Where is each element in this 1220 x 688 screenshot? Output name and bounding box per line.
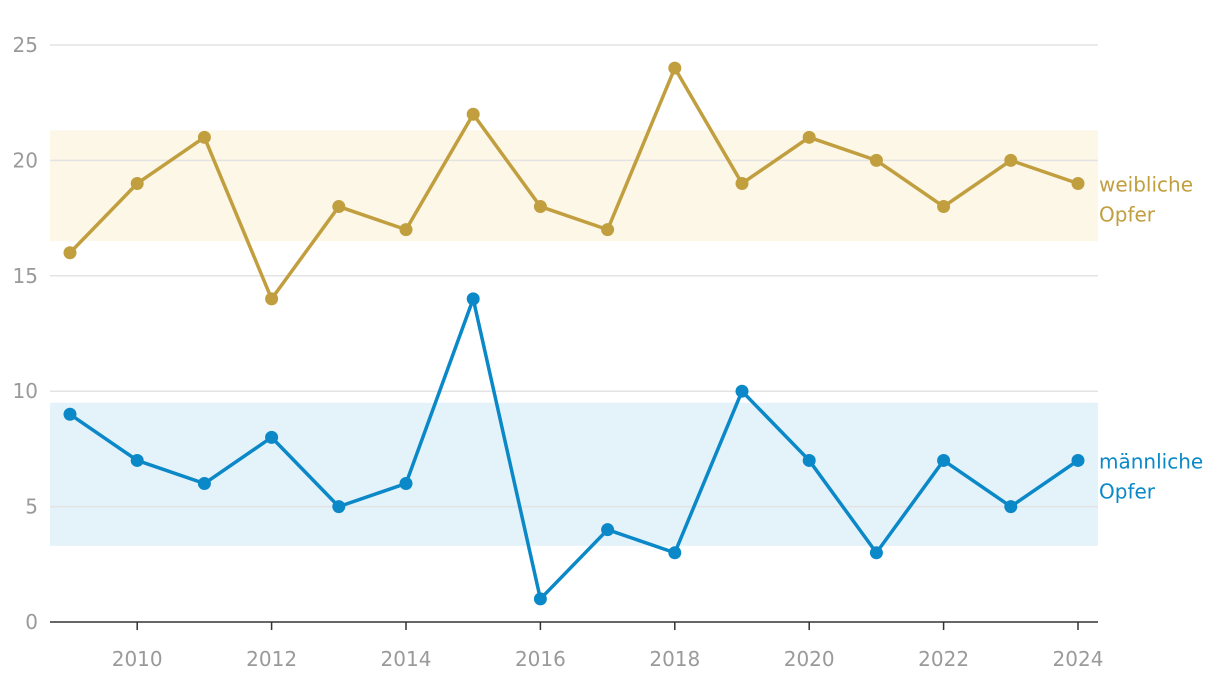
series-1-point [399, 223, 413, 237]
series-2-point [601, 523, 615, 537]
y-tick-label: 25 [13, 33, 38, 57]
series-1-point [130, 176, 144, 190]
series-1-point [869, 153, 883, 167]
series-label-line: männliche [1099, 449, 1203, 473]
x-tick-label: 2016 [515, 647, 566, 671]
series-1-point [197, 130, 211, 144]
series-1-point [668, 61, 682, 75]
y-tick-label: 5 [25, 495, 38, 519]
series-labels: weibliche Opfer männliche Opfer [1099, 172, 1203, 503]
x-tick-label: 2022 [918, 647, 969, 671]
gridlines [50, 44, 1098, 508]
series-1-point [937, 200, 951, 214]
series-1-point [466, 107, 480, 121]
series-line-1 [68, 66, 1080, 301]
series-1-point [1071, 176, 1085, 190]
series-label-line: weibliche [1099, 172, 1193, 196]
y-tick-label: 0 [25, 610, 38, 634]
series-1-point [601, 223, 615, 237]
series-1-point [63, 246, 77, 260]
series-2-point [533, 592, 547, 606]
series-2-point [130, 453, 144, 467]
x-tick-label: 2020 [784, 647, 835, 671]
series-1-point [265, 292, 279, 306]
series-2-point [466, 292, 480, 306]
series-2-point [1071, 453, 1085, 467]
x-tick-label: 2014 [381, 647, 432, 671]
axes: 0 5 10 15 20 25 2010 2012 2014 2016 2018 2020 2022 20… [13, 33, 1104, 671]
series-2-point [332, 500, 346, 514]
series-2-point [1004, 500, 1018, 514]
x-tick-label: 2018 [649, 647, 700, 671]
series-2-point [63, 407, 77, 421]
series-label-line: Opfer [1099, 202, 1156, 226]
y-tick-label: 10 [13, 379, 38, 403]
range-bands [50, 130, 1098, 546]
series-2-point [399, 477, 413, 491]
range-band-2 [50, 402, 1098, 546]
series-2-point [668, 546, 682, 560]
series-2-point [197, 477, 211, 491]
series-2-point [802, 453, 816, 467]
series-1-point [332, 200, 346, 214]
series-label-1: weibliche Opfer [1099, 172, 1193, 226]
series-label-line: Opfer [1099, 479, 1156, 503]
series-2-point [735, 384, 749, 398]
series-2-point [937, 453, 951, 467]
x-tick-label: 2024 [1053, 647, 1104, 671]
series-line-2 [68, 297, 1080, 601]
series-label-2: männliche Opfer [1099, 449, 1203, 503]
x-tick-label: 2010 [112, 647, 163, 671]
y-tick-label: 20 [13, 148, 38, 172]
series-1-point [735, 176, 749, 190]
y-tick-label: 15 [13, 264, 38, 288]
series-2-point [869, 546, 883, 560]
series-1-point [802, 130, 816, 144]
series-group [63, 61, 1085, 606]
series-1-point [533, 200, 547, 214]
x-tick-label: 2012 [246, 647, 297, 671]
series-2-point [265, 430, 279, 444]
series-1-point [1004, 153, 1018, 167]
